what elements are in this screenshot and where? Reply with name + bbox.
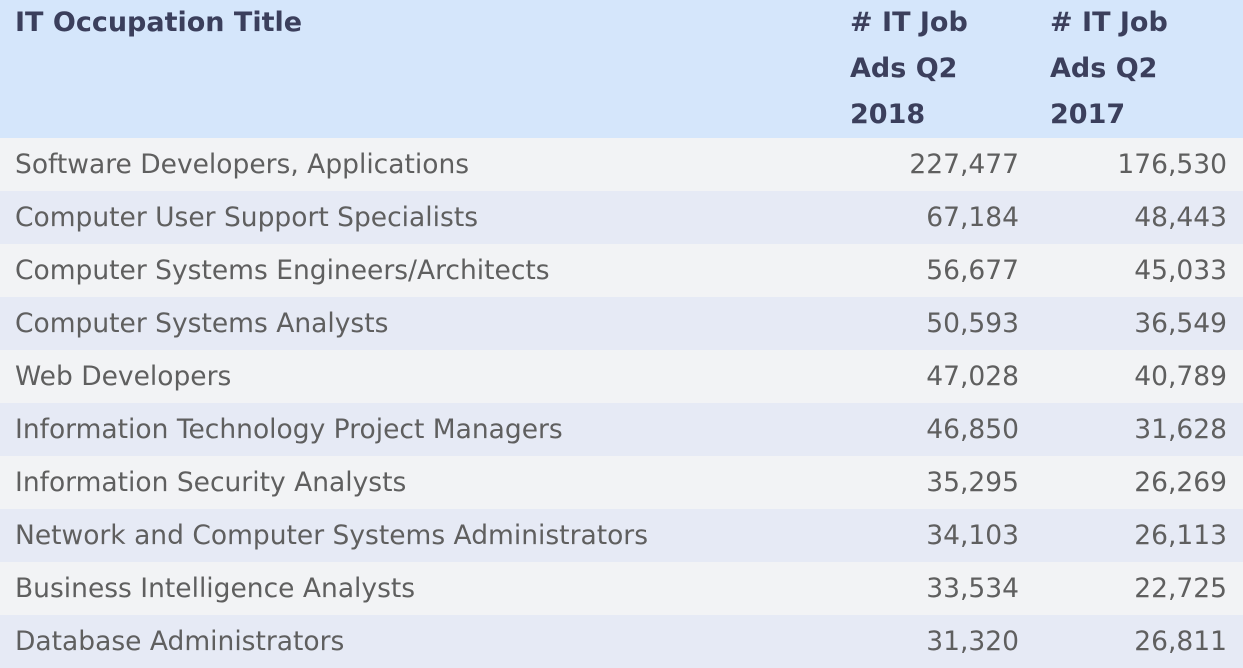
- occupation-cell: Information Technology Project Managers: [15, 414, 563, 445]
- ads-2018-cell: 46,850: [926, 414, 1019, 445]
- table-row: Information Technology Project Managers 4…: [0, 403, 1243, 456]
- ads-2017-cell: 176,530: [1117, 149, 1227, 180]
- table-row: Network and Computer Systems Administrat…: [0, 509, 1243, 562]
- ads-2018-cell: 67,184: [926, 202, 1019, 233]
- header-2018: # IT Job Ads Q2 2018: [850, 7, 968, 130]
- ads-2017-cell: 26,269: [1134, 467, 1227, 498]
- occupation-cell: Computer Systems Analysts: [15, 308, 389, 339]
- ads-2017-cell: 36,549: [1134, 308, 1227, 339]
- table-row: Computer Systems Engineers/Architects 56,…: [0, 244, 1243, 297]
- occupation-cell: Network and Computer Systems Administrat…: [15, 520, 649, 551]
- ads-2018-cell: 47,028: [926, 361, 1019, 392]
- occupation-cell: Database Administrators: [15, 626, 345, 657]
- table-row: Computer User Support Specialists 67,184 4…: [0, 191, 1243, 244]
- occupation-cell: Software Developers, Applications: [15, 149, 470, 180]
- occupation-cell: Information Security Analysts: [15, 467, 407, 498]
- occupation-cell: Computer User Support Specialists: [15, 202, 479, 233]
- ads-2018-cell: 227,477: [909, 149, 1019, 180]
- table-row: Business Intelligence Analysts 33,534 22,7…: [0, 562, 1243, 615]
- table-row: Web Developers 47,028 40,789: [0, 350, 1243, 403]
- ads-2018-cell: 31,320: [926, 626, 1019, 657]
- occupation-cell: Business Intelligence Analysts: [15, 573, 416, 604]
- ads-2017-cell: 45,033: [1134, 255, 1227, 286]
- table-row: Computer Systems Analysts 50,593 36,549: [0, 297, 1243, 350]
- ads-2017-cell: 48,443: [1134, 202, 1227, 233]
- ads-2018-cell: 35,295: [926, 467, 1019, 498]
- ads-2018-cell: 56,677: [926, 255, 1019, 286]
- table-row: Software Developers, Applications 227,477…: [0, 138, 1243, 191]
- occupation-cell: Computer Systems Engineers/Architects: [15, 255, 550, 286]
- ads-2017-cell: 31,628: [1134, 414, 1227, 445]
- header-row: IT Occupation Title # IT Job Ads Q2 2018…: [0, 0, 1243, 138]
- header-occupation: IT Occupation Title: [15, 7, 303, 38]
- ads-2017-cell: 26,811: [1134, 626, 1227, 657]
- ads-2018-cell: 34,103: [926, 520, 1019, 551]
- occupation-cell: Web Developers: [15, 361, 232, 392]
- ads-2018-cell: 33,534: [926, 573, 1019, 604]
- ads-2017-cell: 40,789: [1134, 361, 1227, 392]
- ads-2017-cell: 26,113: [1134, 520, 1227, 551]
- ads-2017-cell: 22,725: [1134, 573, 1227, 604]
- ads-2018-cell: 50,593: [926, 308, 1019, 339]
- table-row: Information Security Analysts 35,295 26,26…: [0, 456, 1243, 509]
- header-2017: # IT Job Ads Q2 2017: [1050, 7, 1168, 130]
- table-row: Database Administrators 31,320 26,811: [0, 615, 1243, 668]
